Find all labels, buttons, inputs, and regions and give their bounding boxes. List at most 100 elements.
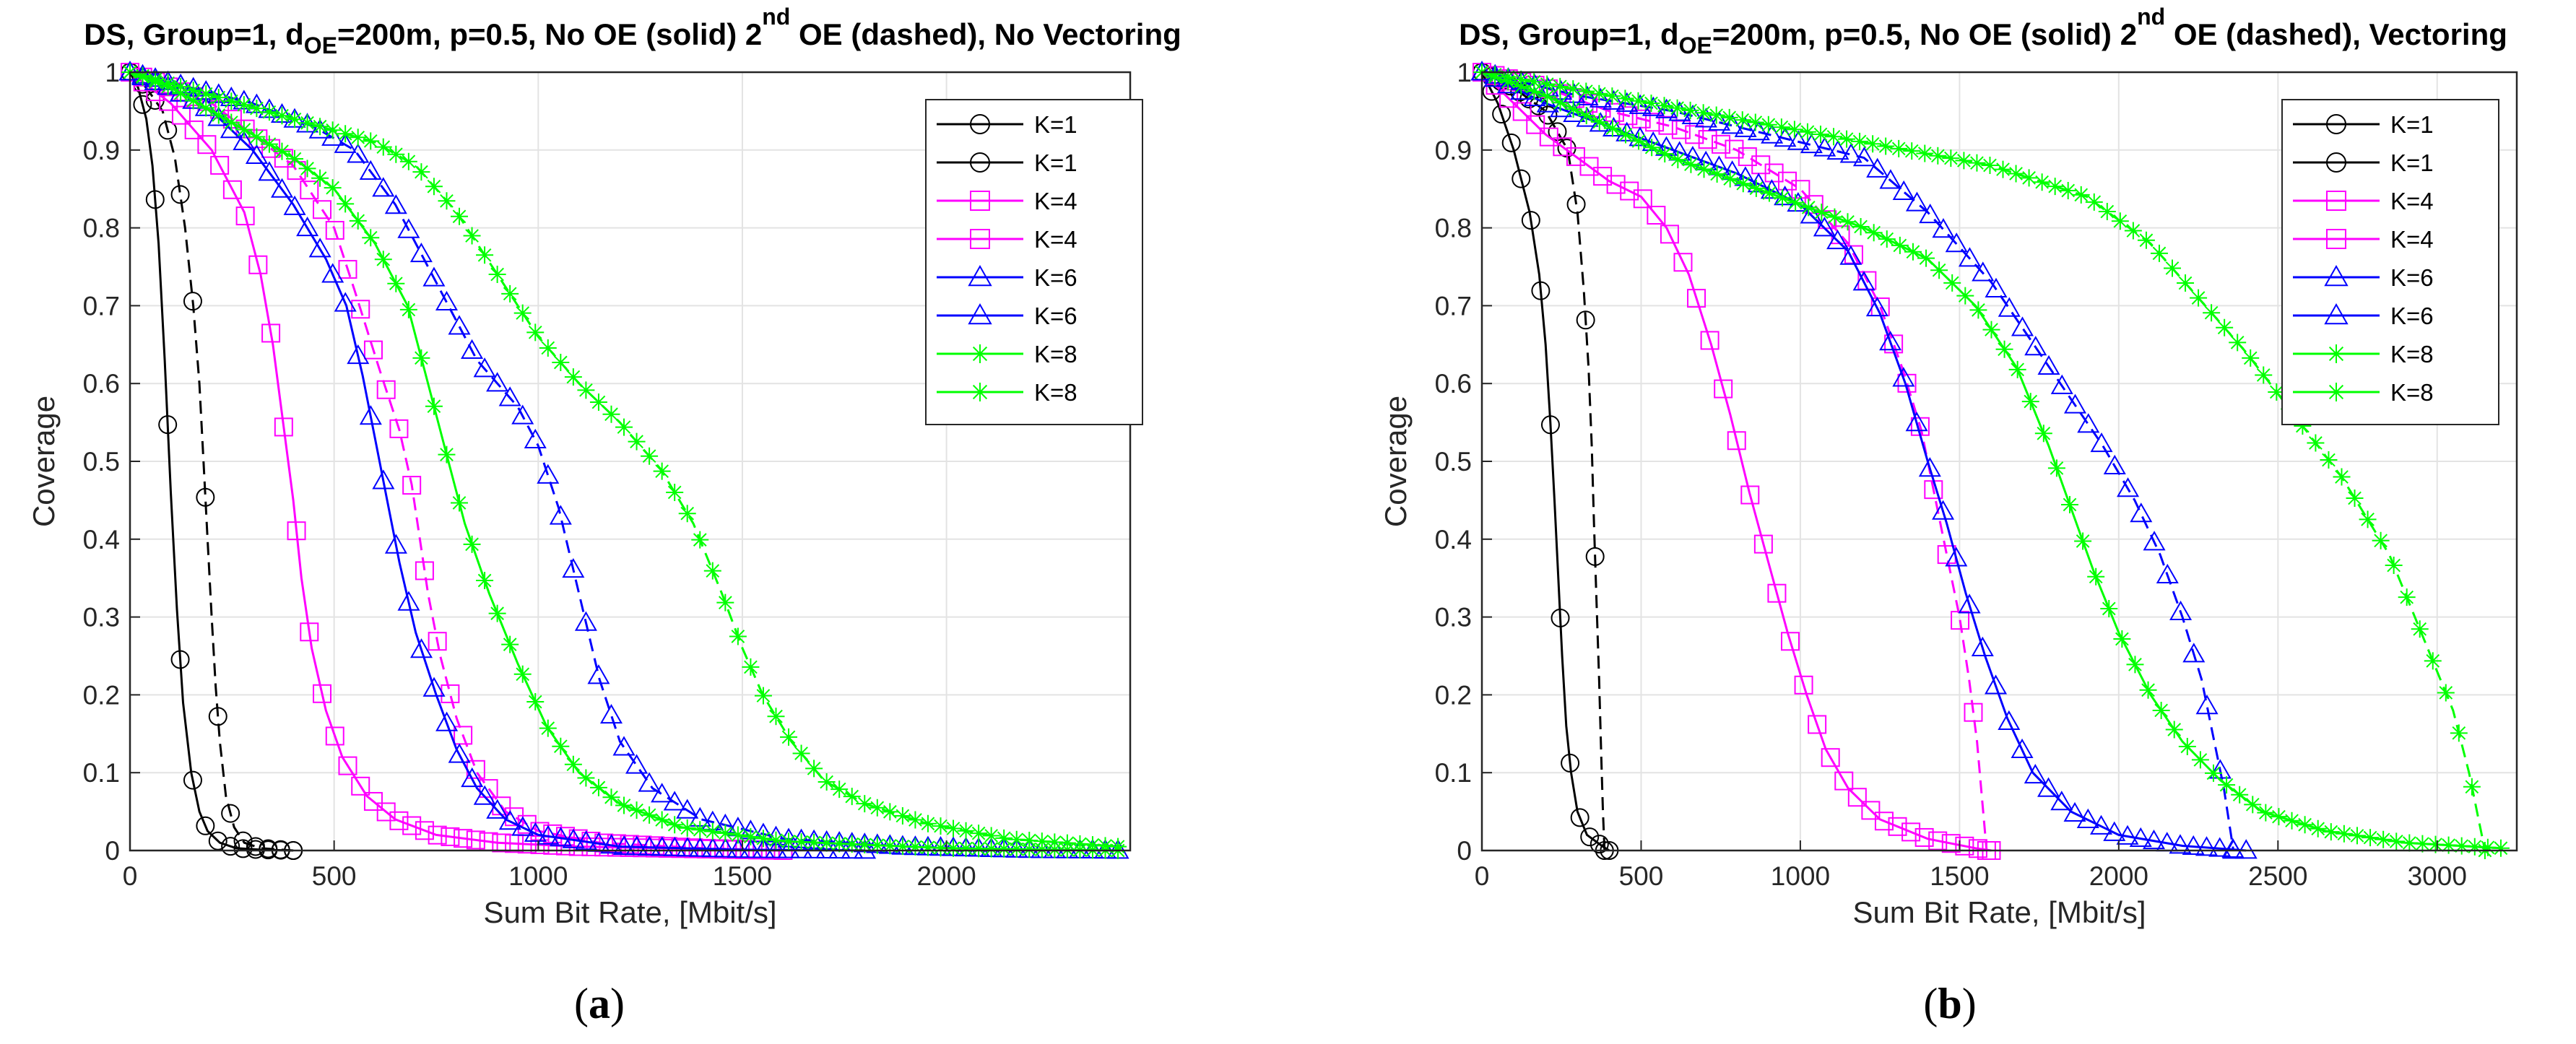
caption-open: (	[574, 980, 589, 1027]
data-point-marker	[742, 827, 760, 845]
data-point-marker	[498, 810, 521, 830]
data-point-marker	[1747, 121, 1770, 141]
data-point-marker	[1903, 142, 1921, 160]
data-point-marker	[2024, 763, 2047, 784]
series-line	[1481, 71, 2502, 850]
data-point-marker	[2466, 838, 2484, 856]
data-point-marker	[1590, 835, 1609, 854]
data-point-marker	[1531, 281, 1551, 300]
data-point-marker	[2077, 413, 2100, 433]
data-point-marker	[2375, 830, 2393, 848]
data-point-marker	[402, 816, 422, 835]
y-tick-label: 0	[1457, 836, 1472, 866]
y-tick-label: 0.9	[1435, 136, 1472, 165]
data-point-marker	[714, 838, 737, 858]
data-point-marker	[1669, 151, 1687, 169]
data-point-marker	[1046, 833, 1064, 851]
x-tick-label: 0	[123, 861, 138, 891]
legend-marker	[971, 344, 989, 363]
data-point-marker	[476, 246, 494, 264]
data-point-marker	[919, 814, 937, 832]
data-point-marker	[1929, 147, 1947, 165]
data-point-marker	[666, 816, 684, 834]
data-point-marker	[1904, 243, 1922, 261]
data-point-marker	[511, 404, 534, 425]
legend-marker	[968, 303, 992, 325]
data-point-marker	[298, 160, 316, 178]
data-point-marker	[1955, 836, 1974, 856]
data-point-marker	[384, 194, 407, 214]
caption-open: (	[1923, 980, 1938, 1027]
legend-marker	[2324, 303, 2349, 325]
x-tick-label: 1000	[508, 861, 568, 891]
legend-marker	[970, 114, 990, 134]
data-point-marker	[1760, 184, 1778, 202]
data-point-marker	[2296, 816, 2314, 834]
data-point-marker	[2156, 563, 2179, 584]
data-point-marker	[2098, 203, 2116, 221]
data-point-marker	[1727, 431, 1746, 451]
data-point-marker	[2007, 165, 2025, 183]
data-point-marker	[2437, 684, 2455, 702]
data-point-marker	[463, 227, 481, 245]
data-point-marker	[1553, 137, 1572, 157]
caption-close: )	[610, 980, 625, 1027]
data-point-marker	[412, 349, 430, 367]
data-point-marker	[792, 833, 810, 851]
data-point-marker	[1642, 94, 1660, 112]
data-point-marker	[207, 106, 230, 126]
data-point-marker	[486, 799, 509, 819]
x-tick-label: 500	[1619, 861, 1664, 891]
data-point-marker	[1785, 121, 1803, 139]
data-point-marker	[524, 428, 547, 449]
chart-title-mid: =200m, p=0.5, No OE (solid) 2	[1712, 17, 2137, 51]
data-point-marker	[1747, 179, 1765, 197]
data-point-marker	[1590, 113, 1608, 131]
data-point-marker	[425, 397, 443, 415]
data-point-marker	[2050, 791, 2073, 811]
data-point-marker	[2195, 695, 2219, 715]
data-point-marker	[1576, 310, 1595, 330]
data-point-marker	[1995, 340, 2013, 358]
data-point-marker	[575, 830, 598, 851]
data-point-marker	[298, 114, 316, 132]
data-point-marker	[587, 664, 610, 684]
legend-entry: K=8	[2293, 341, 2434, 367]
data-point-marker	[1916, 144, 1934, 162]
data-point-marker	[615, 796, 633, 814]
data-point-marker	[792, 744, 810, 762]
data-point-marker	[881, 837, 899, 855]
data-point-marker	[1512, 169, 1531, 188]
data-point-marker	[2129, 827, 2152, 847]
data-point-marker	[334, 292, 357, 312]
data-point-marker	[1943, 274, 1961, 292]
data-point-marker	[1539, 127, 1558, 147]
data-point-marker	[1998, 297, 2021, 317]
data-point-marker	[2020, 169, 2038, 187]
series-K=8-solid	[1473, 64, 2510, 857]
data-point-marker	[752, 838, 775, 858]
data-point-marker	[552, 354, 570, 372]
data-point-marker	[1919, 203, 1942, 224]
legend-label: K=6	[1034, 303, 1077, 329]
data-point-marker	[1708, 165, 1726, 183]
data-point-marker	[932, 817, 950, 835]
data-point-marker	[2440, 836, 2458, 854]
data-point-marker	[602, 788, 620, 806]
data-point-marker	[1813, 217, 1836, 237]
data-point-marker	[286, 150, 304, 168]
data-point-marker	[1838, 130, 1856, 148]
data-point-marker	[2294, 417, 2312, 435]
data-point-marker	[501, 284, 519, 303]
data-point-marker	[2126, 656, 2144, 674]
data-point-marker	[311, 169, 329, 187]
data-point-marker	[1865, 224, 1883, 242]
data-point-marker	[1811, 125, 1829, 143]
data-point-marker	[767, 708, 785, 726]
data-point-marker	[428, 632, 447, 651]
data-point-marker	[147, 71, 165, 89]
data-point-marker	[1891, 236, 1909, 254]
data-point-marker	[612, 835, 636, 856]
data-point-marker	[2177, 274, 2195, 292]
y-tick-label: 0.5	[83, 447, 120, 477]
